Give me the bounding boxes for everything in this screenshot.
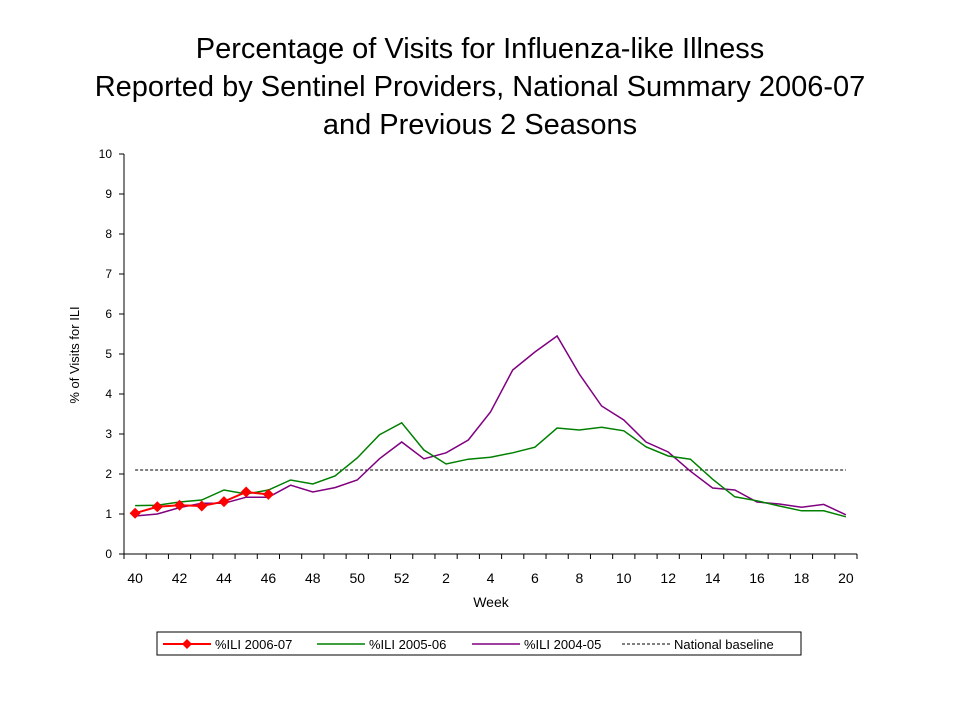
data-point-2006-07 — [262, 488, 274, 500]
y-axis-label: % of Visits for ILI — [67, 306, 82, 403]
y-tick-label: 6 — [105, 307, 112, 321]
y-tick-label: 1 — [105, 507, 112, 521]
chart-title-line-1: Percentage of Visits for Influenza-like … — [195, 33, 765, 65]
x-tick-label: 6 — [531, 570, 539, 586]
legend-label: %ILI 2005-06 — [369, 637, 446, 652]
data-point-2006-07 — [151, 501, 163, 513]
y-tick-label: 5 — [105, 347, 112, 361]
x-tick-label: 42 — [172, 570, 188, 586]
legend-label: %ILI 2006-07 — [215, 637, 292, 652]
x-tick-label: 2 — [442, 570, 450, 586]
legend-label: %ILI 2004-05 — [524, 637, 601, 652]
x-tick-label: 50 — [349, 570, 365, 586]
x-tick-label: 18 — [794, 570, 810, 586]
chart-title: Percentage of Visits for Influenza-like … — [0, 30, 960, 144]
legend: %ILI 2006-07 %ILI 2005-06 %ILI 2004-05 Nati… — [156, 631, 802, 656]
y-tick-label: 7 — [105, 267, 112, 281]
y-tick-label: 10 — [99, 147, 113, 161]
legend-label: National baseline — [674, 637, 774, 652]
y-tick-label: 0 — [105, 547, 112, 561]
plot-area — [129, 334, 847, 519]
data-point-2006-07 — [174, 499, 186, 511]
x-tick-label: 4 — [487, 570, 495, 586]
x-tick-label: 46 — [261, 570, 277, 586]
data-point-2006-07 — [240, 486, 252, 498]
y-tick-label: 3 — [105, 427, 112, 441]
y-axis: 0 1 2 3 4 5 6 7 8 9 10 — [99, 147, 125, 561]
x-tick-label: 40 — [127, 570, 143, 586]
legend-marker — [182, 639, 192, 649]
y-tick-label: 8 — [105, 227, 112, 241]
x-axis-label: Week — [473, 594, 510, 610]
x-tick-label: 8 — [575, 570, 583, 586]
x-tick-label: 16 — [749, 570, 765, 586]
x-tick-label: 48 — [305, 570, 321, 586]
x-axis: 40 42 44 46 48 50 52 2 4 6 8 10 12 14 16 18 20 — [123, 553, 858, 586]
y-tick-label: 4 — [105, 387, 112, 401]
x-tick-label: 20 — [838, 570, 854, 586]
series-line-ili-2004-05 — [135, 334, 847, 517]
x-tick-label: 12 — [660, 570, 676, 586]
data-point-2006-07 — [129, 507, 141, 519]
chart-title-line-3: and Previous 2 Seasons — [322, 109, 638, 141]
chart-title-line-2: Reported by Sentinel Providers, National… — [94, 71, 866, 103]
x-tick-label: 52 — [394, 570, 410, 586]
x-tick-label: 44 — [216, 570, 232, 586]
data-point-2006-07 — [196, 500, 208, 512]
x-tick-label: 14 — [705, 570, 721, 586]
x-tick-label: 10 — [616, 570, 632, 586]
y-tick-label: 2 — [105, 467, 112, 481]
data-point-2006-07 — [218, 496, 230, 508]
y-tick-label: 9 — [105, 187, 112, 201]
